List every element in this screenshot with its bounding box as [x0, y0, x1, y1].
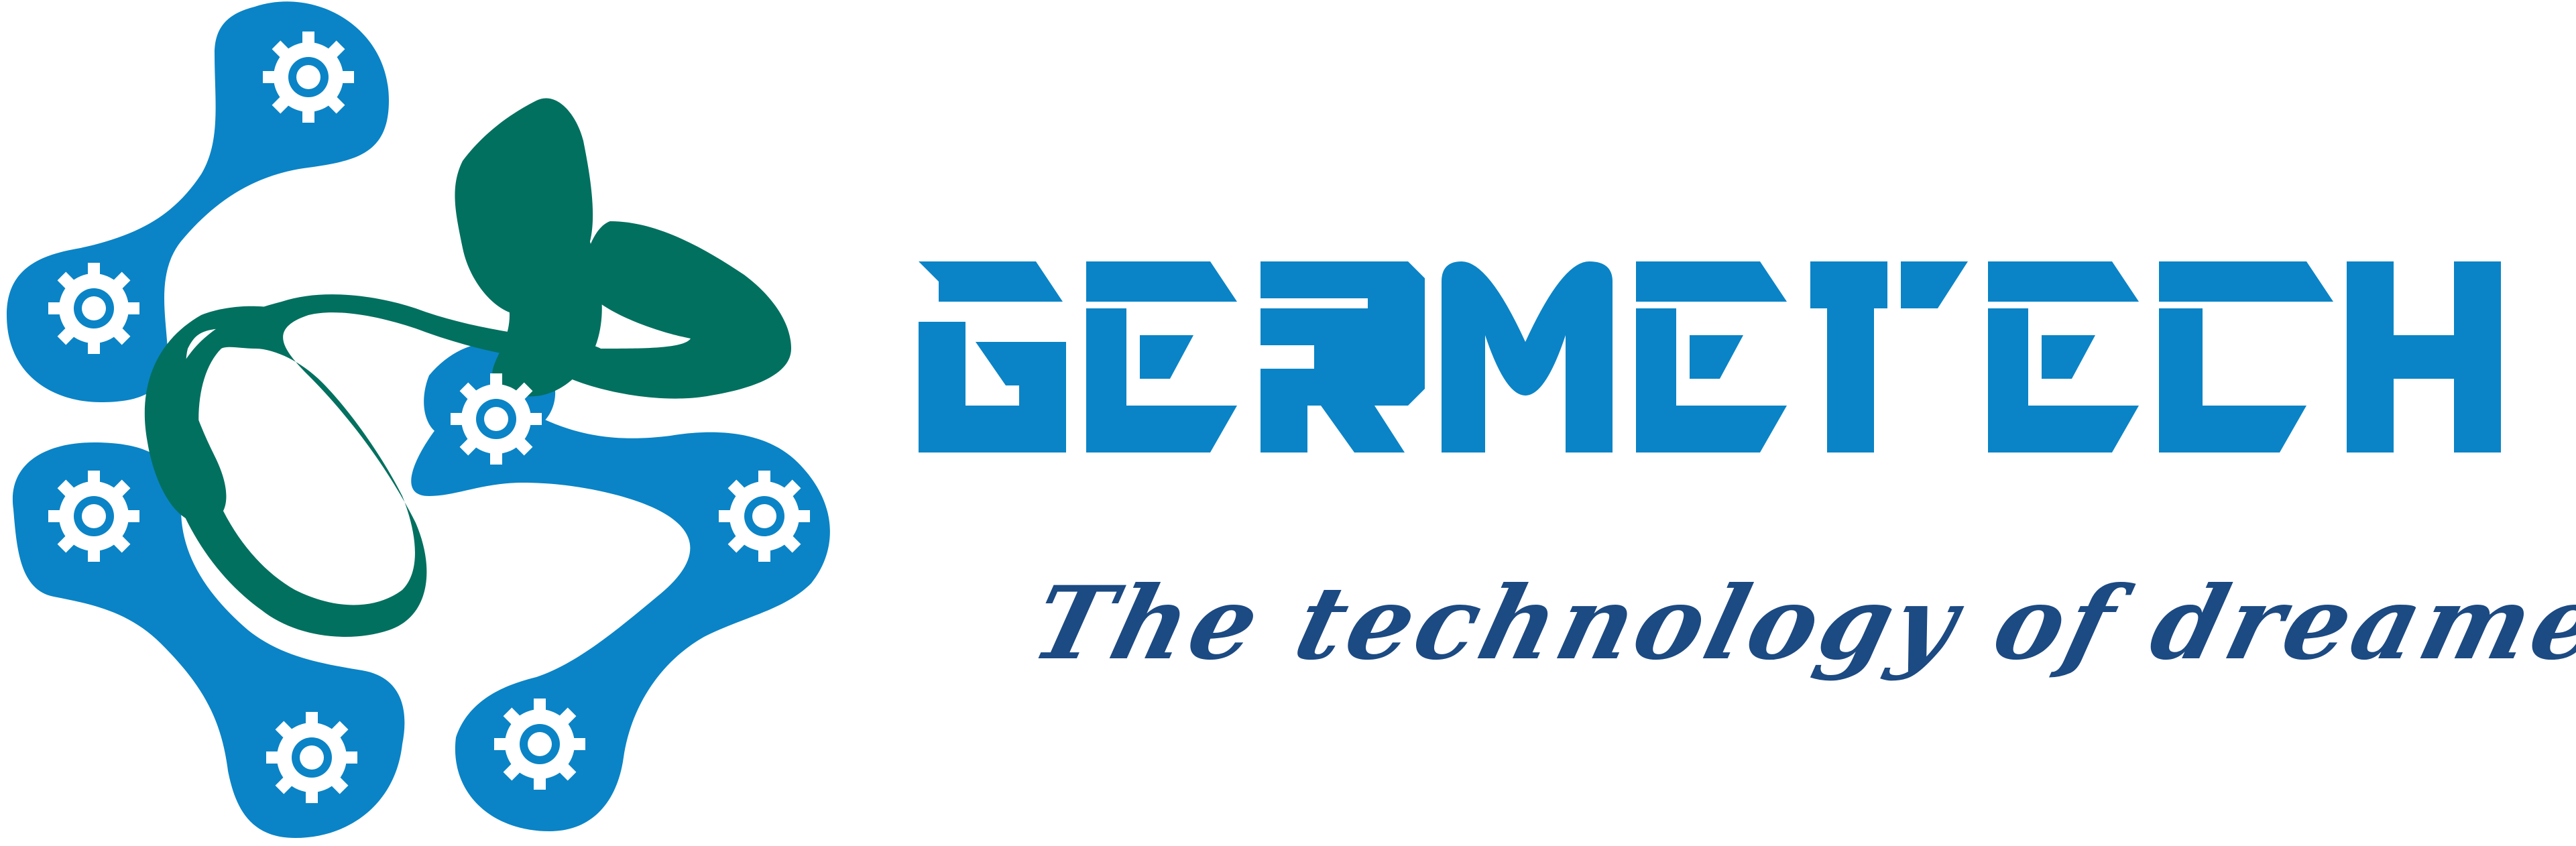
brand-wordmark: [919, 261, 2501, 452]
emblem-icon: [7, 1, 830, 838]
blue-arms: [7, 1, 830, 838]
tagline: The technology of dreamers: [1020, 564, 2576, 682]
green-leaves: [144, 98, 791, 637]
gear-icon: [48, 32, 810, 803]
